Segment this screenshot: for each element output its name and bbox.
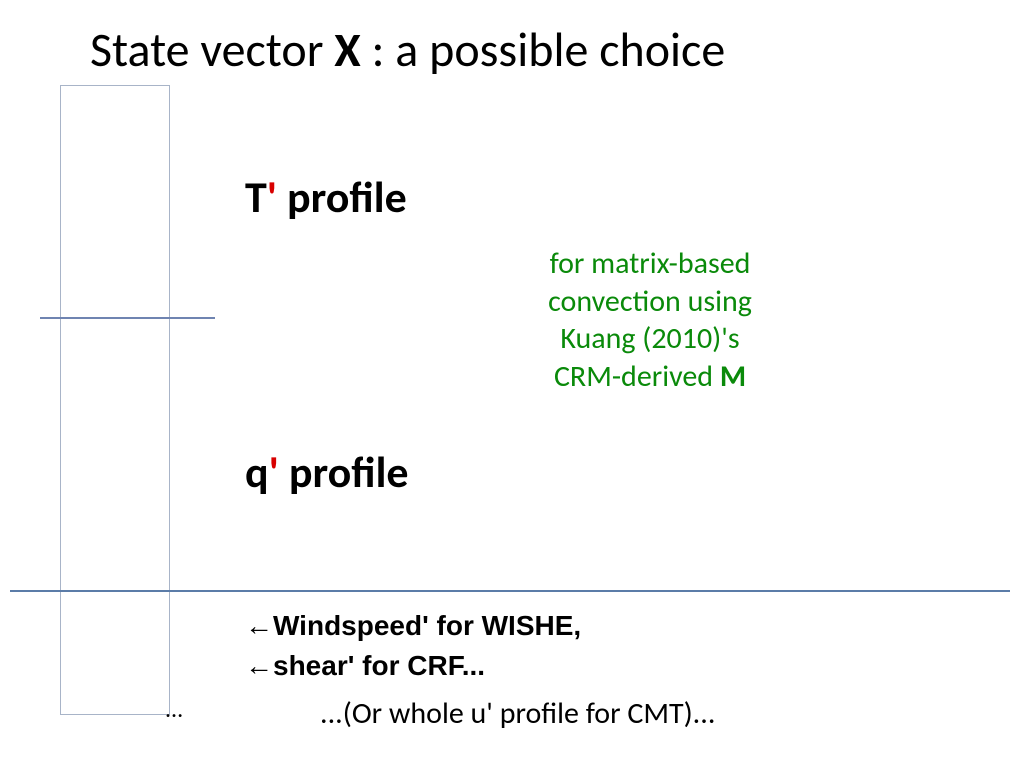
slide-title: State vector X : a possible choice	[90, 20, 725, 79]
t-rest: profile	[277, 170, 407, 224]
slide: State vector X : a possible choice T' pr…	[0, 0, 1024, 768]
t-prime: '	[267, 170, 277, 224]
arrow-left-icon: ←	[245, 610, 273, 641]
crf-row: ←shear' for CRF...	[245, 650, 485, 682]
green-line1: for matrix-based	[500, 245, 800, 283]
t-letter: T	[245, 170, 267, 224]
green-l4b: M	[720, 358, 746, 395]
green-line2: convection using	[500, 283, 800, 321]
crf-text: shear' for CRF...	[273, 650, 485, 681]
q-letter: q	[245, 445, 269, 499]
wishe-row: ←Windspeed' for WISHE,	[245, 610, 581, 642]
title-part2: : a possible choice	[361, 20, 725, 79]
green-line4: CRM-derived M	[500, 358, 800, 396]
wishe-text: Windspeed' for WISHE,	[273, 610, 581, 641]
cmt-line: ...(Or whole u' profile for CMT)...	[320, 695, 715, 732]
title-part1: State vector	[90, 20, 334, 79]
divider-line-lower	[10, 590, 1010, 592]
arrow-left-icon: ←	[245, 650, 273, 681]
title-bold-x: X	[334, 20, 360, 79]
ellipsis-left: ...	[165, 695, 183, 724]
q-profile-label: q' profile	[245, 445, 409, 499]
q-prime: '	[269, 445, 279, 499]
green-annotation: for matrix-based convection using Kuang …	[500, 245, 800, 395]
q-rest: profile	[279, 445, 409, 499]
green-line3: Kuang (2010)'s	[500, 320, 800, 358]
green-l4a: CRM-derived	[554, 358, 720, 395]
divider-line-upper	[40, 317, 215, 319]
t-profile-label: T' profile	[245, 170, 407, 224]
vector-column-box	[60, 85, 170, 715]
